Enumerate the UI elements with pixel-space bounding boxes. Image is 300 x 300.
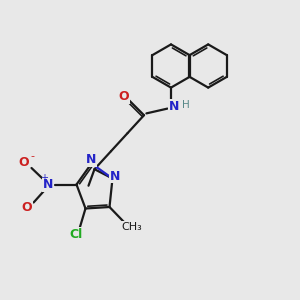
Text: O: O [19,156,29,169]
Text: N: N [86,153,97,167]
Text: O: O [118,90,129,103]
Text: O: O [22,201,32,214]
Text: N: N [169,100,179,113]
Text: Cl: Cl [70,227,83,241]
Text: N: N [43,178,53,191]
Text: H: H [182,100,190,110]
Text: N: N [110,169,120,183]
Text: CH₃: CH₃ [122,222,142,232]
Text: -: - [30,151,34,161]
Text: +: + [40,173,48,183]
